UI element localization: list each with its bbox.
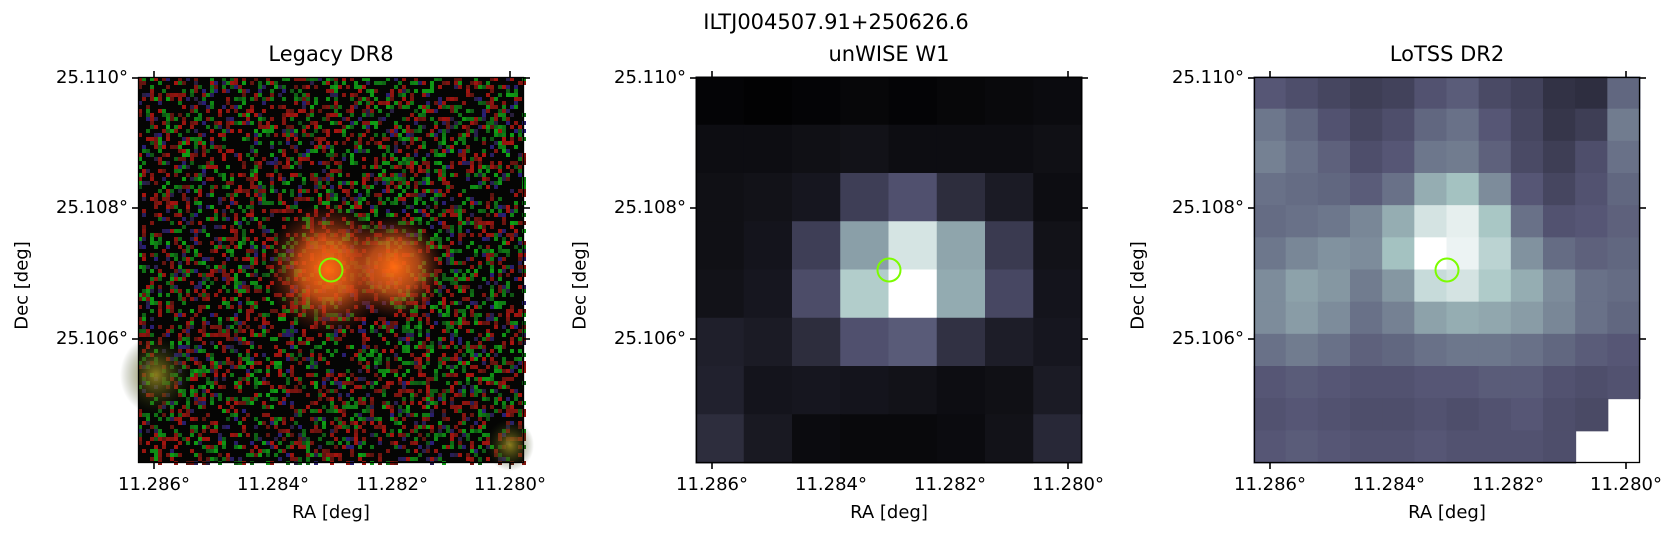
target-marker-circle (318, 257, 344, 283)
ytick-label: 25.108° (614, 197, 686, 218)
xtick-label: 11.280° (474, 474, 546, 495)
unwise-axes (690, 71, 1088, 469)
xtick-label: 11.284° (795, 474, 867, 495)
lotss-image (1253, 76, 1641, 464)
legacy-image (120, 77, 534, 471)
target-marker-circle (1434, 257, 1460, 283)
ytick-label: 25.110° (614, 67, 686, 88)
legacy-axes (132, 71, 530, 469)
xtick-label: 11.280° (1590, 474, 1662, 495)
xtick-label: 11.286° (676, 474, 748, 495)
y-axis-label: Dec [deg] (1127, 241, 1149, 330)
xtick-label: 11.280° (1032, 474, 1104, 495)
xtick-label: 11.282° (356, 474, 428, 495)
figure-title: ILTJ004507.91+250626.6 (703, 10, 969, 34)
unwise-image-panel (690, 71, 1088, 469)
xtick-label: 11.282° (914, 474, 986, 495)
legacy-corner-blob (486, 419, 534, 471)
ytick-label: 25.108° (1172, 197, 1244, 218)
ytick-label: 25.110° (56, 67, 128, 88)
legacy-image-panel (120, 71, 534, 471)
panel-title-lotss: LoTSS DR2 (1389, 42, 1505, 66)
panel-title-legacy: Legacy DR8 (268, 42, 394, 66)
panel-title-unwise: unWISE W1 (828, 42, 950, 66)
xtick-label: 11.282° (1472, 474, 1544, 495)
legacy-companion-blob (344, 215, 444, 319)
unwise-image (695, 76, 1083, 464)
ytick-label: 25.106° (614, 328, 686, 349)
y-axis-label: Dec [deg] (569, 241, 591, 330)
x-axis-label: RA [deg] (850, 502, 928, 523)
xtick-label: 11.284° (237, 474, 309, 495)
target-marker-circle (876, 257, 902, 283)
lotss-axes (1248, 71, 1646, 469)
xtick-label: 11.284° (1353, 474, 1425, 495)
xtick-label: 11.286° (1234, 474, 1306, 495)
y-axis-label: Dec [deg] (11, 241, 33, 330)
ytick-label: 25.106° (56, 328, 128, 349)
ytick-label: 25.106° (1172, 328, 1244, 349)
x-axis-label: RA [deg] (292, 502, 370, 523)
x-axis-label: RA [deg] (1408, 502, 1486, 523)
lotss-image-panel (1248, 71, 1646, 469)
xtick-label: 11.286° (118, 474, 190, 495)
ytick-label: 25.110° (1172, 67, 1244, 88)
ytick-label: 25.108° (56, 197, 128, 218)
